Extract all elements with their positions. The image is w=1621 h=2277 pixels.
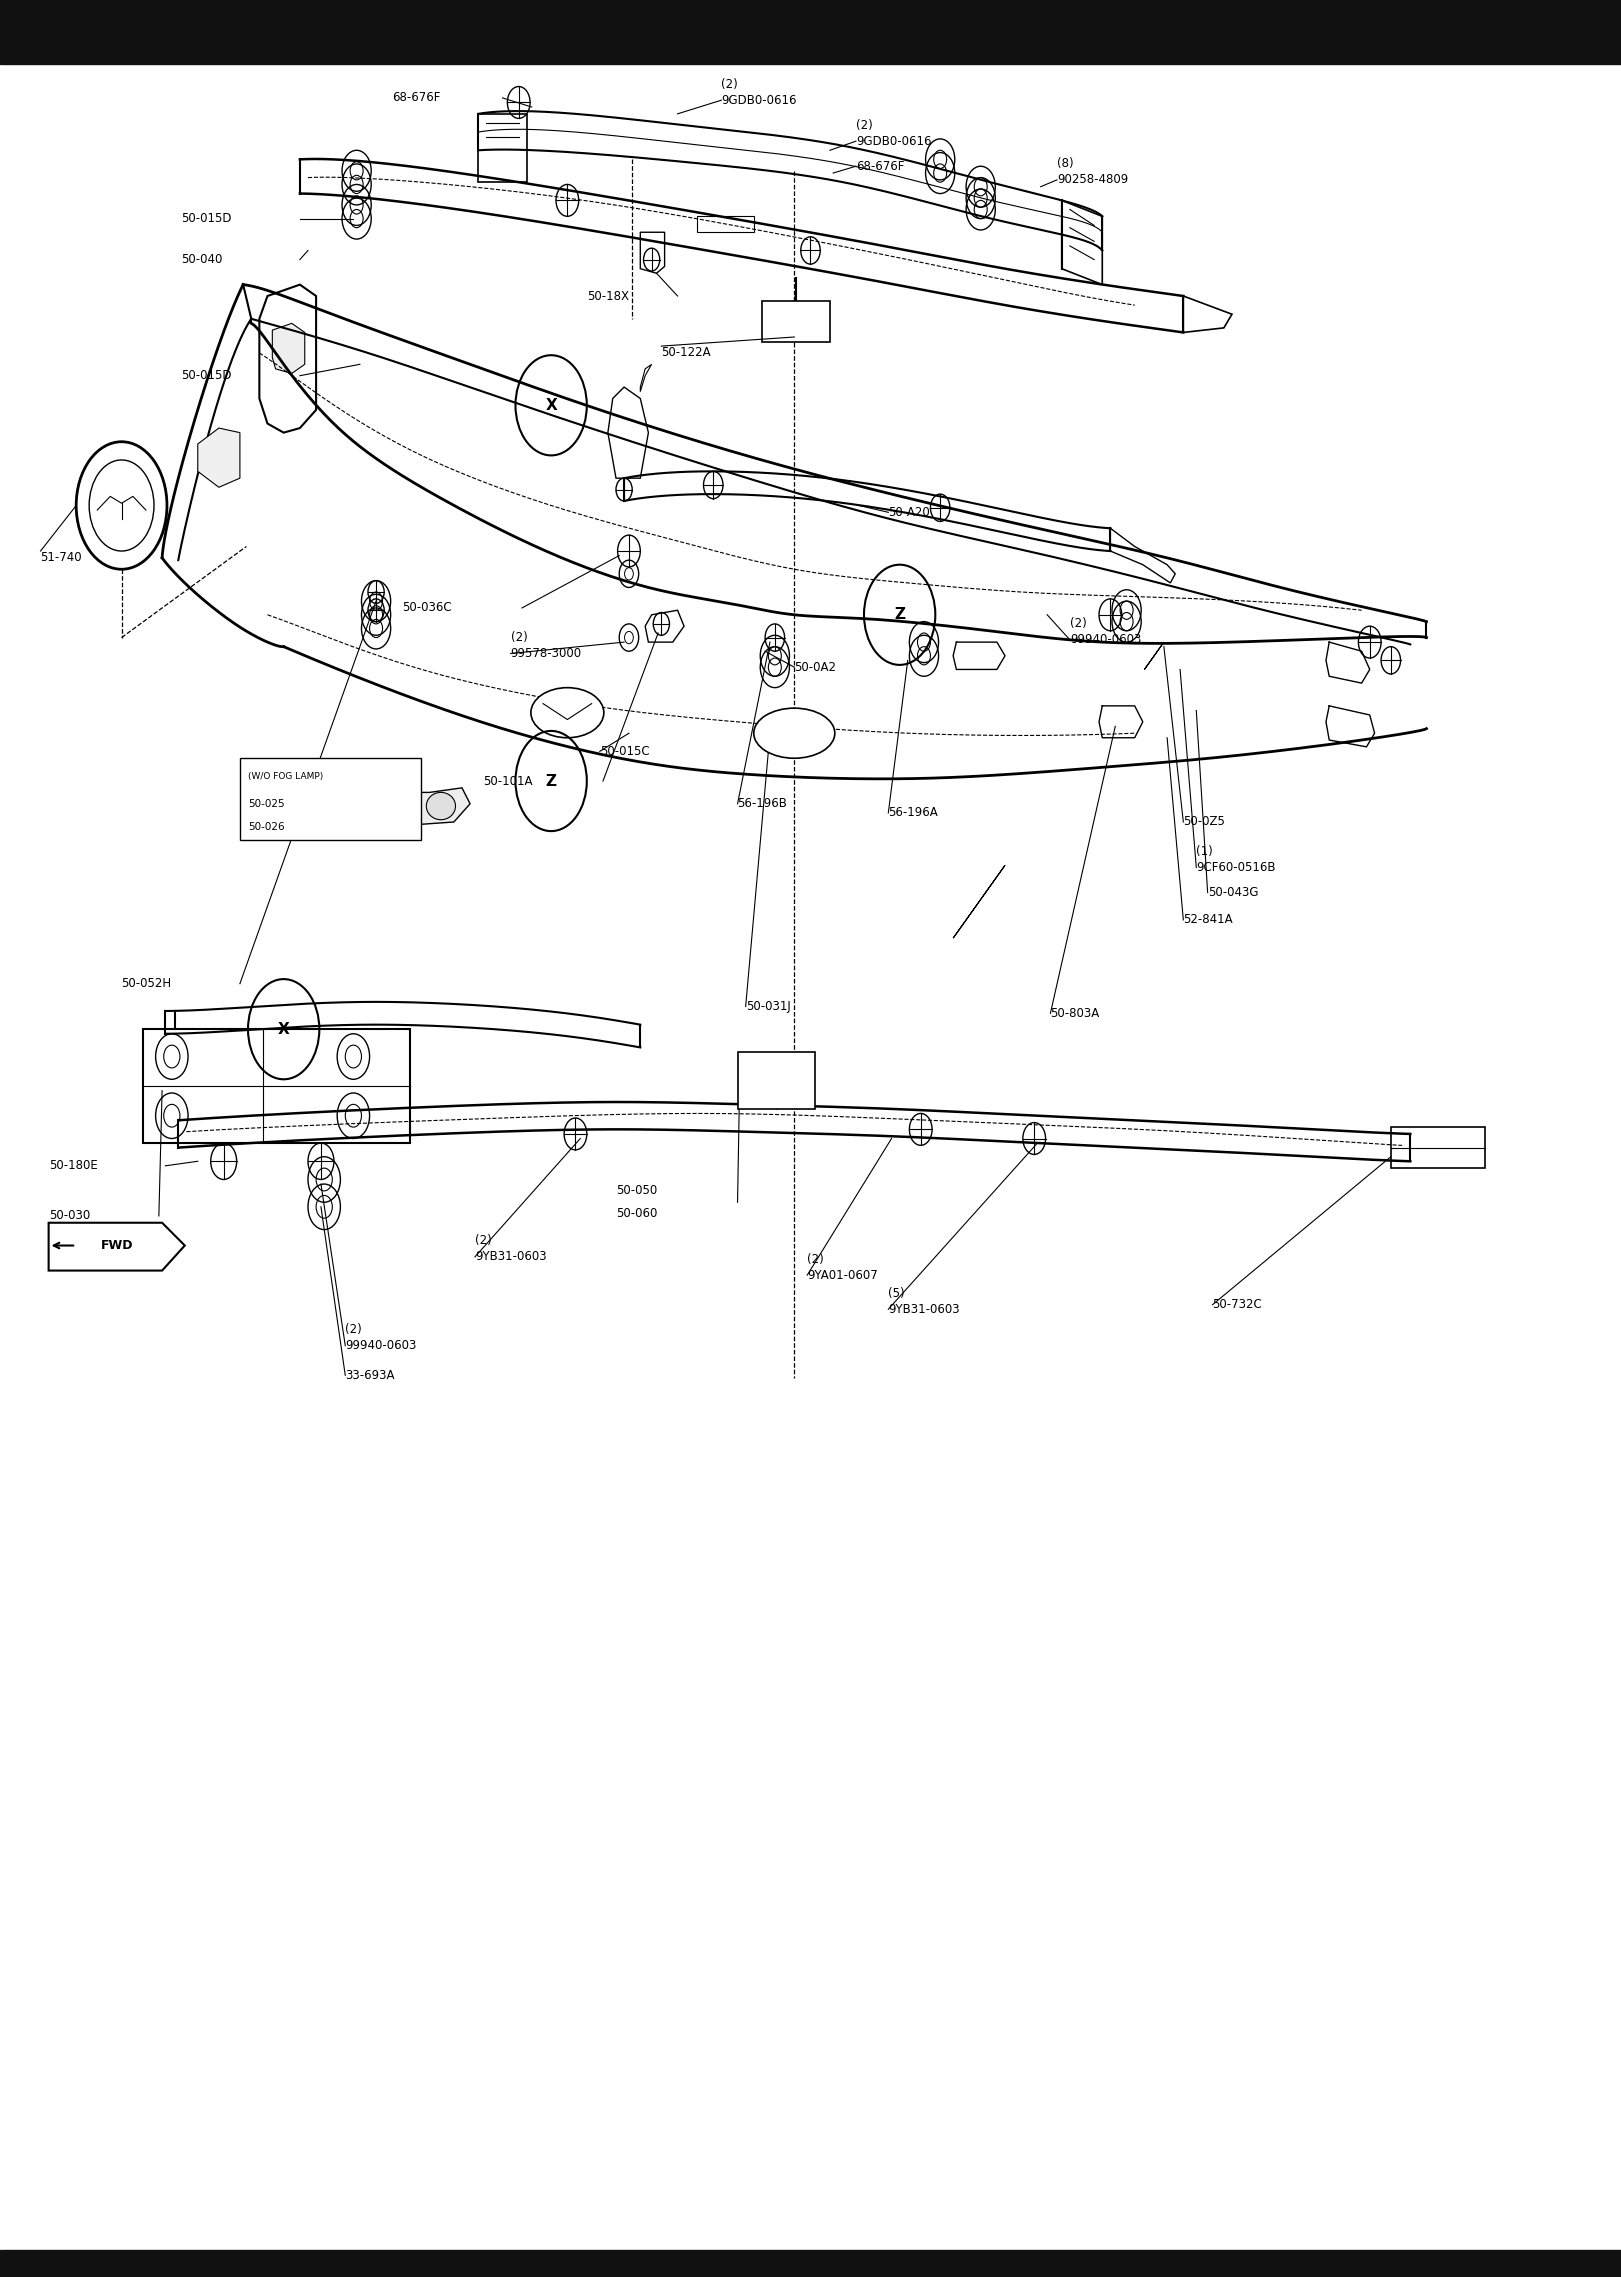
Bar: [0, 0, 1621, 64]
Text: 9CF60-0516B: 9CF60-0516B: [1196, 861, 1276, 874]
Text: 50-122A: 50-122A: [661, 346, 712, 360]
Text: 52-841A: 52-841A: [1183, 913, 1234, 927]
Text: 50-015D: 50-015D: [182, 369, 232, 383]
Text: 50-036C: 50-036C: [402, 601, 452, 615]
Text: 50-050: 50-050: [616, 1184, 657, 1198]
Text: 33-693A: 33-693A: [345, 1368, 396, 1382]
Text: 50-031J: 50-031J: [746, 1000, 791, 1013]
Text: 50-803A: 50-803A: [1050, 1006, 1099, 1020]
Text: 50-18X: 50-18X: [587, 289, 629, 303]
Ellipse shape: [754, 708, 835, 758]
Text: (2): (2): [721, 77, 738, 91]
Bar: [1391, 1127, 1485, 1168]
Text: (W/O FOG LAMP): (W/O FOG LAMP): [248, 772, 323, 781]
Text: 50-030: 50-030: [49, 1209, 89, 1223]
Ellipse shape: [530, 688, 603, 738]
Text: X: X: [277, 1022, 290, 1036]
Polygon shape: [198, 428, 240, 487]
Circle shape: [76, 442, 167, 569]
Text: 56-196A: 56-196A: [888, 806, 939, 820]
Text: 99940-0603: 99940-0603: [1070, 633, 1141, 647]
Text: FWD: FWD: [101, 1239, 133, 1252]
Text: 50-A20: 50-A20: [888, 505, 930, 519]
Text: (2): (2): [345, 1323, 361, 1337]
Text: Z: Z: [895, 608, 905, 622]
Text: 50-060: 50-060: [616, 1207, 658, 1220]
Polygon shape: [413, 788, 470, 824]
Text: 50-015C: 50-015C: [600, 745, 650, 758]
Text: (2): (2): [511, 631, 527, 644]
Text: 50-180E: 50-180E: [49, 1159, 97, 1173]
Text: (2): (2): [1070, 617, 1086, 631]
Text: 56-196B: 56-196B: [738, 797, 788, 811]
Text: 68-676F: 68-676F: [392, 91, 441, 105]
Text: (2): (2): [475, 1234, 491, 1248]
Text: X: X: [545, 398, 558, 412]
Text: 51-740: 51-740: [41, 551, 83, 565]
Text: 50-040: 50-040: [182, 253, 224, 266]
Bar: [738, 1052, 815, 1109]
Bar: [0, 2250, 1621, 2277]
Text: 9GDB0-0616: 9GDB0-0616: [721, 93, 798, 107]
Text: (8): (8): [1057, 157, 1073, 171]
Text: 50-025: 50-025: [248, 799, 285, 808]
Text: 99578-3000: 99578-3000: [511, 647, 582, 660]
Text: 50-101A: 50-101A: [483, 774, 533, 788]
Text: (1): (1): [1196, 845, 1213, 858]
Bar: [762, 301, 830, 342]
Text: 50-026: 50-026: [248, 822, 285, 831]
Ellipse shape: [426, 792, 456, 820]
Text: 9YB31-0603: 9YB31-0603: [888, 1302, 960, 1316]
Bar: [240, 758, 421, 840]
Text: 50-0Z5: 50-0Z5: [1183, 815, 1225, 829]
Text: (2): (2): [856, 118, 872, 132]
Text: 50-052H: 50-052H: [122, 977, 172, 990]
Text: Z: Z: [546, 774, 556, 788]
Polygon shape: [272, 323, 305, 373]
Text: 9YB31-0603: 9YB31-0603: [475, 1250, 546, 1264]
Text: 50-0A2: 50-0A2: [794, 660, 836, 674]
Text: (5): (5): [888, 1287, 905, 1300]
Bar: [143, 1029, 410, 1143]
Text: 9GDB0-0616: 9GDB0-0616: [856, 134, 932, 148]
Polygon shape: [49, 1223, 185, 1271]
Text: 90258-4809: 90258-4809: [1057, 173, 1128, 187]
Text: 50-043G: 50-043G: [1208, 886, 1258, 899]
Text: 99940-0603: 99940-0603: [345, 1339, 417, 1353]
Text: 50-015D: 50-015D: [182, 212, 232, 225]
Text: 50-732C: 50-732C: [1213, 1298, 1263, 1312]
Text: 9YA01-0607: 9YA01-0607: [807, 1268, 879, 1282]
Text: 68-676F: 68-676F: [856, 159, 905, 173]
Text: (2): (2): [807, 1252, 823, 1266]
